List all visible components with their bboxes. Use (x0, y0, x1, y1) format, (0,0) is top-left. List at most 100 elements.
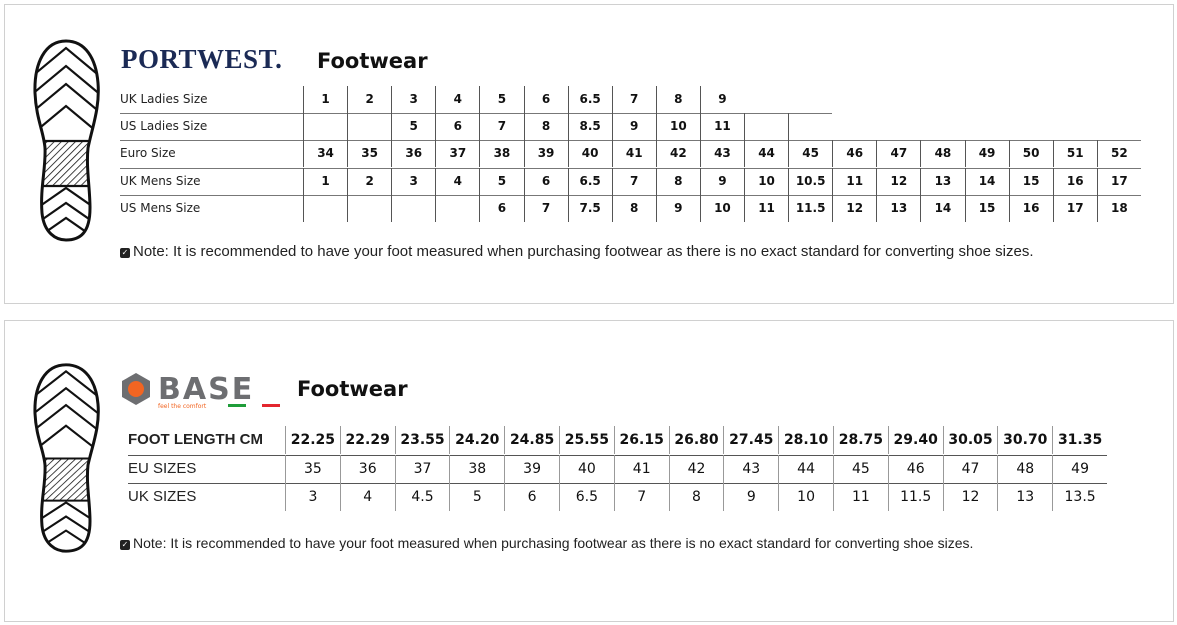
row-label: UK Ladies Size (120, 92, 208, 106)
row-divider (120, 194, 1141, 196)
row-label: UK SIZES (128, 488, 197, 505)
table-cell: 17 (1096, 167, 1141, 195)
table-cell: 10 (699, 194, 744, 222)
base-note: ✓ Note: It is recommended to have your fo… (120, 535, 973, 551)
table-cell: 12 (942, 483, 998, 511)
table-cell: 24.20 (449, 426, 504, 454)
table-cell: 42 (655, 140, 700, 168)
table-row: UK SIZES 3 4 4.5 5 6 6.5 7 8 9 10 11 11.5 12 13 13.5 (128, 483, 1168, 512)
table-cell: 13 (997, 483, 1052, 511)
table-cell: 7 (611, 86, 656, 113)
table-cell (303, 194, 347, 222)
table-cell: 7.5 (567, 194, 612, 222)
table-cell: 12 (876, 167, 920, 195)
table-cell: 42 (668, 454, 724, 483)
table-cell: 2 (347, 167, 391, 195)
table-cell: 22.25 (285, 426, 340, 454)
table-cell: 43 (723, 454, 778, 483)
table-cell (435, 194, 479, 222)
table-cell: 13.5 (1052, 483, 1107, 511)
table-cell: 40 (559, 454, 614, 483)
row-divider (128, 454, 1107, 456)
table-cell: 10 (744, 167, 788, 195)
table-cell: 37 (435, 140, 479, 168)
table-cell: 7 (523, 194, 568, 222)
table-cell: 15 (964, 194, 1009, 222)
table-cell (303, 113, 347, 141)
row-label: EU SIZES (128, 459, 197, 477)
table-cell (347, 113, 391, 141)
portwest-logo: PORTWEST. (121, 44, 283, 74)
table-cell (744, 113, 788, 141)
table-cell: 11 (832, 167, 876, 195)
table-cell: 6.5 (559, 483, 614, 511)
table-cell: 46 (832, 140, 876, 168)
table-cell: 4 (339, 483, 395, 511)
table-cell: 34 (303, 140, 347, 168)
base-size-table: FOOT LENGTH CM 22.25 22.29 23.55 24.20 24.85 2… (128, 426, 1118, 566)
table-cell: 11 (744, 194, 788, 222)
table-cell: 7 (613, 483, 669, 511)
table-row: UK Mens Size 1 2 3 4 5 6 6.5 7 8 9 10 10.5 11 12 13 14 15… (120, 167, 1160, 195)
table-row: US Ladies Size 5 6 7 8 8.5 9 10 11 (120, 113, 1160, 141)
table-cell: 6 (435, 113, 479, 141)
table-cell: 28.10 (778, 426, 833, 454)
table-cell: 6 (523, 86, 568, 113)
table-cell: 41 (611, 140, 656, 168)
table-cell: 38 (449, 454, 504, 483)
portwest-title: Footwear (317, 49, 428, 73)
table-cell: 11.5 (788, 194, 832, 222)
table-cell: 12 (832, 194, 876, 222)
table-cell: 35 (285, 454, 340, 483)
table-cell: 8 (655, 167, 700, 195)
base-logo: BASE feel the comfort (122, 372, 280, 410)
table-cell: 4 (435, 167, 479, 195)
table-cell: 29.40 (887, 426, 943, 454)
table-cell: 7 (479, 113, 523, 141)
portwest-panel (4, 4, 1174, 304)
base-panel (4, 320, 1174, 622)
table-cell: 16 (1052, 167, 1097, 195)
table-cell: 6 (504, 483, 559, 511)
table-row: UK Ladies Size 1 2 3 4 5 6 6.5 7 8 9 (120, 86, 1160, 113)
table-cell: 36 (339, 454, 395, 483)
table-cell: 47 (876, 140, 920, 168)
table-cell: 36 (391, 140, 435, 168)
table-cell: 10.5 (788, 167, 832, 195)
row-divider (120, 140, 1141, 142)
table-cell: 4 (435, 86, 479, 113)
row-label: US Mens Size (120, 200, 201, 215)
table-cell: 2 (347, 86, 391, 113)
table-cell: 31.35 (1052, 426, 1107, 454)
table-cell: 6.5 (567, 167, 612, 195)
note-text: Note: It is recommended to have your foo… (133, 535, 974, 551)
table-cell: 44 (778, 454, 833, 483)
table-cell: 48 (920, 140, 964, 168)
table-cell: 11 (833, 483, 888, 511)
shoe-sole-icon (33, 39, 100, 242)
table-cell: 7 (611, 167, 656, 195)
checkbox-icon: ✓ (120, 540, 130, 550)
table-cell: 8.5 (567, 113, 612, 141)
table-cell: 16 (1008, 194, 1053, 222)
svg-text:BASE: BASE (158, 372, 254, 407)
table-cell: 47 (942, 454, 998, 483)
table-cell: 1 (303, 167, 347, 195)
table-cell: 51 (1052, 140, 1097, 168)
table-cell: 38 (479, 140, 523, 168)
table-cell: 5 (391, 113, 435, 141)
table-cell: 39 (504, 454, 559, 483)
base-title: Footwear (297, 377, 408, 401)
table-cell: 18 (1096, 194, 1141, 222)
table-cell: 48 (997, 454, 1052, 483)
table-row: EU SIZES 35 36 37 38 39 40 41 42 43 44 45 46 47 48 49 (128, 454, 1168, 484)
table-cell: 39 (523, 140, 568, 168)
table-cell: 13 (920, 167, 964, 195)
svg-text:feel the comfort: feel the comfort (158, 403, 207, 410)
table-cell: 17 (1052, 194, 1097, 222)
table-cell: 14 (964, 167, 1009, 195)
table-cell: 24.85 (504, 426, 559, 454)
table-cell: 11 (699, 113, 744, 141)
checkbox-icon: ✓ (120, 248, 130, 258)
table-cell: 3 (391, 167, 435, 195)
